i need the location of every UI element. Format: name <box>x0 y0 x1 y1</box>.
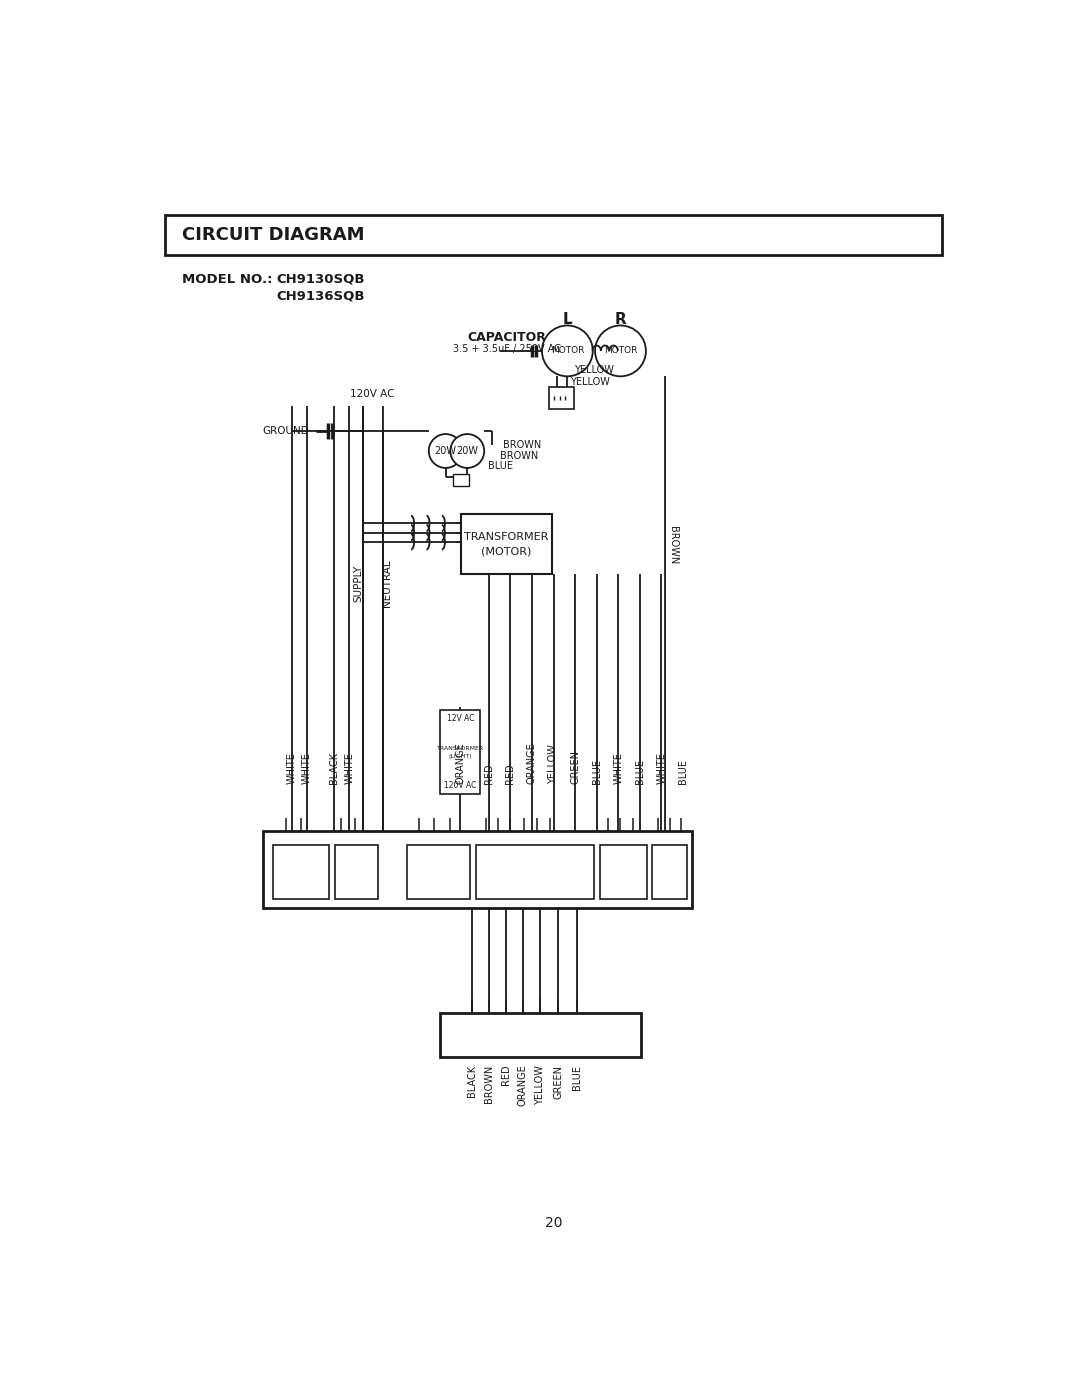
Bar <box>461 514 552 574</box>
Text: RED: RED <box>501 1065 511 1085</box>
Text: (MOTOR): (MOTOR) <box>482 546 531 556</box>
Text: YELLOW: YELLOW <box>535 1065 544 1105</box>
Bar <box>273 845 328 900</box>
Text: WHITE: WHITE <box>302 752 312 784</box>
Circle shape <box>542 326 593 376</box>
Text: WHITE: WHITE <box>286 752 297 784</box>
Text: 120V AC: 120V AC <box>350 388 395 400</box>
Text: 20W: 20W <box>456 446 478 455</box>
Text: 20W: 20W <box>434 446 457 455</box>
Bar <box>335 845 378 900</box>
Bar <box>599 845 647 900</box>
Text: 12V AC: 12V AC <box>446 714 474 724</box>
Bar <box>454 474 469 486</box>
Text: CH9136SQB: CH9136SQB <box>276 289 365 303</box>
Text: GREEN: GREEN <box>553 1065 563 1098</box>
Text: TRANSFORMER: TRANSFORMER <box>464 532 549 542</box>
Text: GREEN: GREEN <box>570 750 580 784</box>
Text: BROWN: BROWN <box>484 1065 494 1104</box>
Text: CAPACITOR: CAPACITOR <box>468 331 546 344</box>
Circle shape <box>450 434 484 468</box>
Text: 120V AC: 120V AC <box>444 781 476 789</box>
Circle shape <box>429 434 462 468</box>
Text: SUPPLY: SUPPLY <box>353 564 363 602</box>
Text: BLUE: BLUE <box>592 759 602 784</box>
Bar <box>264 831 692 908</box>
Text: BROWN: BROWN <box>500 451 538 461</box>
Text: ORANGE: ORANGE <box>456 742 465 784</box>
Text: RED: RED <box>505 763 515 784</box>
Text: L: L <box>563 312 572 327</box>
Bar <box>164 215 943 256</box>
Text: (LIGHT): (LIGHT) <box>448 754 472 759</box>
Text: RED: RED <box>484 763 494 784</box>
Text: GROUND: GROUND <box>261 426 309 436</box>
Text: CIRCUIT DIAGRAM: CIRCUIT DIAGRAM <box>183 226 365 244</box>
Text: BROWN: BROWN <box>503 440 542 450</box>
Text: BLUE: BLUE <box>678 759 688 784</box>
Text: BLUE: BLUE <box>571 1065 582 1090</box>
Text: MOTOR: MOTOR <box>604 346 637 355</box>
Text: WHITE: WHITE <box>657 752 666 784</box>
Bar <box>549 387 573 409</box>
Bar <box>407 845 470 900</box>
Text: BLACK: BLACK <box>329 752 339 784</box>
Text: 20: 20 <box>544 1215 563 1229</box>
Text: WHITE: WHITE <box>613 752 623 784</box>
Circle shape <box>595 326 646 376</box>
Text: BLACK: BLACK <box>467 1065 477 1097</box>
Text: R: R <box>615 312 626 327</box>
Bar <box>441 711 481 793</box>
Text: YELLOW: YELLOW <box>573 365 613 376</box>
Text: ORANGE: ORANGE <box>527 742 537 784</box>
Text: NEUTRAL: NEUTRAL <box>382 560 392 608</box>
Bar <box>652 845 687 900</box>
Text: MOTOR: MOTOR <box>551 346 584 355</box>
Text: ORANGE: ORANGE <box>517 1065 528 1106</box>
Text: BROWN: BROWN <box>667 525 678 564</box>
Text: MODEL NO.:: MODEL NO.: <box>183 272 273 286</box>
Text: BLUE: BLUE <box>488 461 513 471</box>
Text: CH9130SQB: CH9130SQB <box>276 272 365 286</box>
Bar <box>476 845 594 900</box>
Text: WHITE: WHITE <box>345 752 354 784</box>
Text: BLUE: BLUE <box>635 759 645 784</box>
Text: YELLOW: YELLOW <box>549 743 558 784</box>
Bar <box>440 1013 640 1058</box>
Text: YELLOW: YELLOW <box>570 377 610 387</box>
Text: TRANSFORMER: TRANSFORMER <box>436 746 484 752</box>
Text: 3.5 + 3.5uF / 250V AC: 3.5 + 3.5uF / 250V AC <box>454 344 562 353</box>
